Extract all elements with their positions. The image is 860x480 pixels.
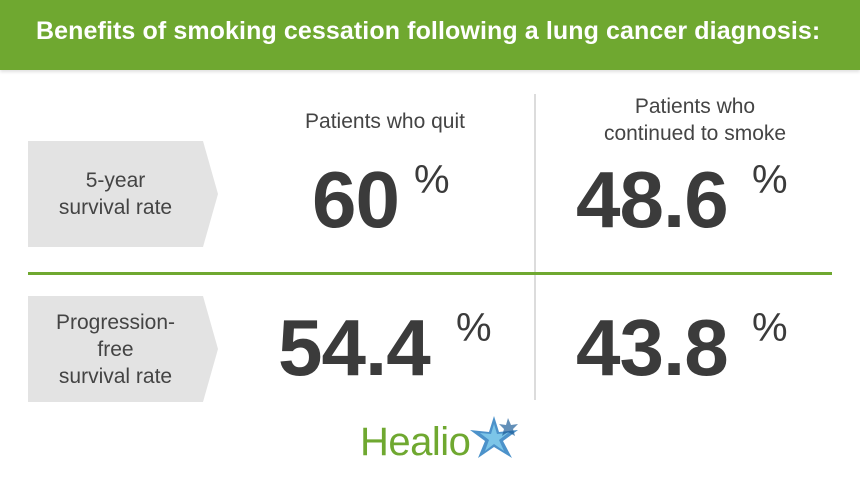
star-icon: [470, 416, 518, 458]
column-header-continued-line2: continued to smoke: [603, 122, 787, 145]
row-label-progression-free-survival: Progression- free survival rate: [28, 296, 218, 402]
row-label-text: Progression- free survival rate: [28, 309, 203, 390]
row-label-line: Progression-: [55, 311, 176, 334]
horizontal-divider: [28, 272, 832, 275]
row-label-line: free: [97, 338, 134, 361]
row-label-arrow-shape: [28, 141, 218, 247]
row-label-line: survival rate: [58, 365, 173, 388]
value-pfs-continued: 43.8: [576, 303, 729, 392]
column-header-continued-line1: Patients who: [634, 95, 756, 118]
row-label-text: 5-year survival rate: [28, 167, 203, 221]
percent-sign: %: [752, 158, 788, 202]
logo-text: Healio: [360, 420, 471, 464]
column-header-quit: Patients who quit: [250, 108, 520, 135]
row-label-arrow-shape: [28, 296, 218, 402]
value-pfs-quit: 54.4: [278, 303, 431, 392]
vertical-divider: [534, 94, 536, 400]
column-header-quit-label: Patients who quit: [305, 110, 465, 133]
column-header-continued: Patients who continued to smoke: [550, 93, 840, 147]
row-label-line: 5-year: [85, 169, 146, 192]
percent-sign: %: [752, 306, 788, 350]
percent-sign: %: [414, 158, 450, 202]
header-title: Benefits of smoking cessation following …: [36, 17, 821, 45]
row-label-line: survival rate: [58, 196, 173, 219]
healio-logo: Healio: [360, 414, 530, 470]
percent-sign: %: [456, 306, 492, 350]
header-banner: Benefits of smoking cessation following …: [0, 0, 860, 70]
row-label-5-year-survival: 5-year survival rate: [28, 141, 218, 247]
value-5yr-quit: 60: [312, 155, 400, 244]
value-5yr-continued: 48.6: [576, 155, 729, 244]
